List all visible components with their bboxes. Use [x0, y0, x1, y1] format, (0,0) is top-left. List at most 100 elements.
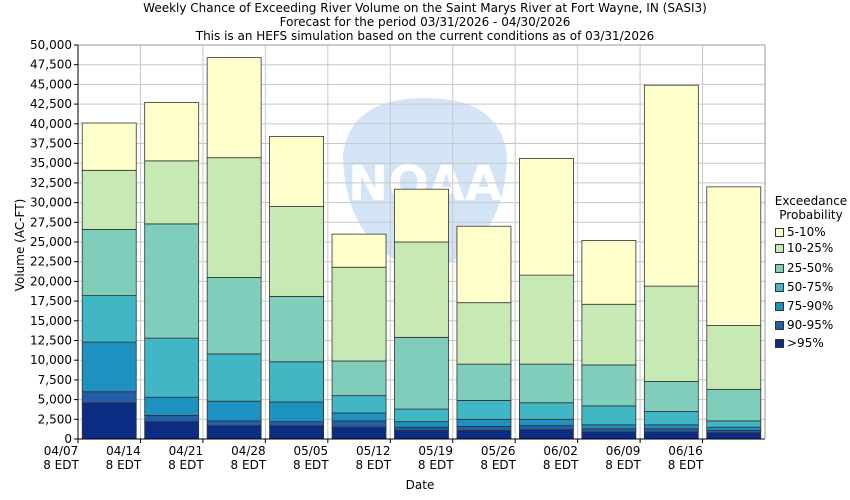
bar-segment: [144, 337, 200, 398]
legend-item-90-95: 90-95%: [775, 318, 834, 332]
bar-segment: [643, 428, 699, 433]
legend-swatch: [775, 320, 784, 330]
y-tick-label: 42,500: [30, 97, 72, 111]
x-tick-label-date: 05/12: [356, 444, 391, 458]
bar-segment: [81, 402, 137, 440]
x-tick-label-date: 05/26: [481, 444, 516, 458]
y-tick-label: 32,500: [30, 176, 72, 190]
legend-label: 10-25%: [787, 241, 834, 255]
bar-segment: [519, 274, 574, 365]
bar-segment: [643, 381, 699, 412]
x-tick-label-time: 8 EDT: [355, 458, 391, 472]
bar-segment: [269, 206, 324, 297]
x-tick-label-time: 8 EDT: [293, 458, 329, 472]
bar-segment: [581, 303, 637, 366]
bar-segment: [394, 408, 449, 423]
y-tick-label: 27,500: [30, 215, 72, 229]
chart-subtitle-period: Forecast for the period 03/31/2026 - 04/…: [279, 15, 571, 29]
legend-swatch: [775, 227, 784, 237]
y-tick-label: 22,500: [30, 255, 72, 269]
bar-segment: [394, 421, 449, 428]
y-tick-label: 35,000: [30, 156, 72, 170]
bar-segment: [144, 223, 200, 339]
bar-segment: [519, 363, 574, 404]
bar-segment: [394, 188, 449, 243]
bar-segment: [456, 302, 512, 365]
x-tick-label-time: 8 EDT: [480, 458, 516, 472]
bar-segment: [456, 429, 512, 440]
bar-segment: [581, 364, 637, 407]
bar-segment: [581, 428, 637, 433]
bar-segment: [643, 411, 699, 426]
legend-title-line1: Exceedance: [774, 194, 848, 208]
legend-swatch: [775, 243, 784, 253]
bar-segment: [206, 57, 262, 159]
bar-segment: [144, 396, 200, 416]
y-tick-label: 30,000: [30, 196, 72, 210]
legend-label: >95%: [787, 336, 824, 350]
bar-segment: [331, 233, 387, 268]
legend-item-10-25: 10-25%: [775, 241, 834, 255]
bar-segment: [519, 429, 574, 440]
legend-label: 90-95%: [787, 318, 834, 332]
legend-label: 5-10%: [787, 225, 826, 239]
bar-segment: [269, 361, 324, 403]
y-tick-label: 25,000: [30, 235, 72, 249]
x-tick-label-date: 04/21: [169, 444, 204, 458]
legend-item-25-50: 25-50%: [775, 261, 834, 275]
bar-segment: [269, 295, 324, 363]
bar-segment: [456, 399, 512, 420]
bar-segment: [581, 431, 637, 440]
x-tick-label-time: 8 EDT: [418, 458, 454, 472]
bar-segment: [394, 336, 449, 410]
bar-segment: [394, 241, 449, 338]
legend-item-75-90: 75-90%: [775, 299, 833, 313]
bar-segment: [269, 136, 324, 207]
legend-label: 25-50%: [787, 261, 834, 275]
bar-segment: [206, 400, 262, 422]
bar-segment: [144, 160, 200, 225]
bar-segment: [456, 425, 512, 431]
bar-segment: [331, 360, 387, 397]
bar-segment: [331, 412, 387, 422]
x-tick-label-date: 06/02: [543, 444, 578, 458]
bar-segment: [706, 420, 762, 428]
legend-item-5-10: 5-10%: [775, 225, 826, 239]
bar-segment: [269, 425, 324, 440]
y-tick-label: 5,000: [38, 393, 72, 407]
y-tick-label: 10,000: [30, 353, 72, 367]
x-tick-label-date: 05/05: [294, 444, 329, 458]
y-tick-label: 50,000: [30, 38, 72, 52]
y-tick-label: 47,500: [30, 58, 72, 72]
bar-segment: [269, 421, 324, 427]
x-tick-label-time: 8 EDT: [605, 458, 641, 472]
bar-segment: [519, 402, 574, 420]
bar-segment: [206, 157, 262, 278]
bar-segment: [269, 401, 324, 423]
bar-segment: [706, 426, 762, 431]
bar-segment: [206, 420, 262, 427]
y-tick-label: 2,500: [38, 412, 72, 426]
bar-segment: [81, 391, 137, 404]
bar-segment: [331, 426, 387, 440]
x-tick-label-time: 8 EDT: [168, 458, 204, 472]
bar-segment: [144, 102, 200, 162]
y-tick-label: 45,000: [30, 77, 72, 91]
legend-swatch: [775, 338, 784, 348]
x-tick-label-time: 8 EDT: [668, 458, 704, 472]
bar-segment: [144, 414, 200, 423]
x-tick-label-date: 05/19: [418, 444, 453, 458]
bar-segment: [643, 424, 699, 430]
bar-segment: [206, 353, 262, 402]
y-tick-label: 15,000: [30, 314, 72, 328]
y-axis-title: Volume (AC-FT): [13, 198, 27, 292]
bar-segment: [706, 432, 762, 440]
bar-segment: [81, 341, 137, 393]
bars: [81, 57, 762, 440]
legend-swatch: [775, 301, 784, 311]
y-tick-label: 40,000: [30, 117, 72, 131]
bar-segment: [581, 424, 637, 430]
x-tick-label-time: 8 EDT: [43, 458, 79, 472]
chart-title: Weekly Chance of Exceeding River Volume …: [143, 1, 707, 15]
x-tick-label-date: 06/09: [606, 444, 641, 458]
